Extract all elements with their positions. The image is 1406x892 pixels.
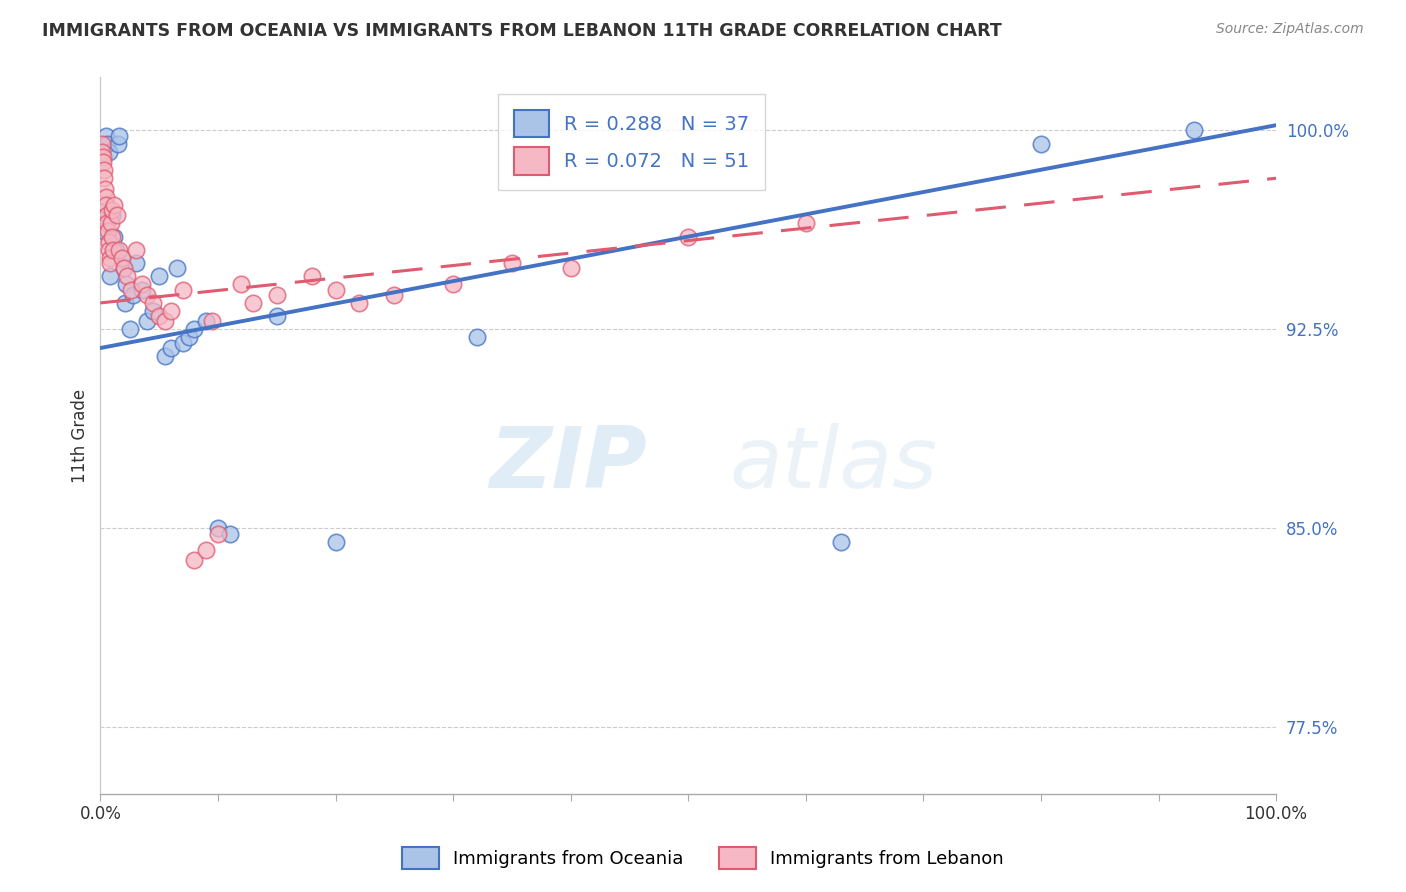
Point <box>830 534 852 549</box>
Point <box>97 235 120 249</box>
Point <box>118 322 141 336</box>
Point <box>172 283 194 297</box>
Point <box>94 190 117 204</box>
Point <box>242 296 264 310</box>
Point <box>93 163 115 178</box>
Legend: Immigrants from Oceania, Immigrants from Lebanon: Immigrants from Oceania, Immigrants from… <box>395 839 1011 876</box>
Point <box>107 136 129 151</box>
Point <box>91 145 114 159</box>
Point <box>153 314 176 328</box>
Point <box>131 277 153 292</box>
Point <box>103 229 125 244</box>
Point <box>325 283 347 297</box>
Text: IMMIGRANTS FROM OCEANIA VS IMMIGRANTS FROM LEBANON 11TH GRADE CORRELATION CHART: IMMIGRANTS FROM OCEANIA VS IMMIGRANTS FR… <box>42 22 1002 40</box>
Point <box>560 261 582 276</box>
Point <box>153 349 176 363</box>
Point <box>1182 123 1205 137</box>
Point <box>124 243 146 257</box>
Point <box>96 136 118 151</box>
Point <box>347 296 370 310</box>
Point <box>103 243 125 257</box>
Point <box>96 208 118 222</box>
Point <box>96 198 118 212</box>
Point <box>108 243 131 257</box>
Point <box>676 229 699 244</box>
Point <box>90 136 112 151</box>
Point <box>148 269 170 284</box>
Point <box>120 283 142 297</box>
Point <box>98 269 121 284</box>
Point <box>136 288 159 302</box>
Point <box>183 553 205 567</box>
Point <box>100 216 122 230</box>
Point <box>122 288 145 302</box>
Point <box>112 261 135 276</box>
Point <box>110 251 132 265</box>
Text: ZIP: ZIP <box>489 423 647 506</box>
Point <box>96 128 118 143</box>
Point <box>325 534 347 549</box>
Point <box>93 224 115 238</box>
Point <box>131 283 153 297</box>
Point <box>195 314 218 328</box>
Point <box>142 296 165 310</box>
Point <box>91 155 114 169</box>
Point <box>207 526 229 541</box>
Point <box>501 256 523 270</box>
Point <box>110 251 132 265</box>
Point <box>94 203 117 218</box>
Point <box>115 277 138 292</box>
Point <box>160 304 183 318</box>
Point <box>231 277 253 292</box>
Point <box>166 261 188 276</box>
Point <box>105 208 128 222</box>
Point <box>98 243 121 257</box>
Point <box>124 256 146 270</box>
Point <box>101 208 124 222</box>
Point <box>1029 136 1052 151</box>
Point <box>201 314 224 328</box>
Point <box>172 335 194 350</box>
Point <box>98 251 121 265</box>
Point <box>114 296 136 310</box>
Point <box>382 288 405 302</box>
Point <box>97 145 120 159</box>
Point <box>465 330 488 344</box>
Text: atlas: atlas <box>730 423 938 506</box>
Point <box>101 229 124 244</box>
Point <box>94 182 117 196</box>
Point <box>301 269 323 284</box>
Point <box>794 216 817 230</box>
Point <box>93 171 115 186</box>
Point <box>441 277 464 292</box>
Point <box>136 314 159 328</box>
Point <box>207 521 229 535</box>
Point <box>98 256 121 270</box>
Y-axis label: 11th Grade: 11th Grade <box>72 389 89 483</box>
Point <box>100 203 122 218</box>
Point <box>266 309 288 323</box>
Point <box>177 330 200 344</box>
Point <box>266 288 288 302</box>
Point <box>117 269 139 284</box>
Point <box>91 150 114 164</box>
Point <box>112 261 135 276</box>
Legend: R = 0.288   N = 37, R = 0.072   N = 51: R = 0.288 N = 37, R = 0.072 N = 51 <box>498 95 765 190</box>
Point <box>97 224 120 238</box>
Point <box>96 216 118 230</box>
Point <box>148 309 170 323</box>
Point <box>218 526 240 541</box>
Point <box>142 304 165 318</box>
Point <box>104 243 127 257</box>
Point <box>103 198 125 212</box>
Point <box>108 128 131 143</box>
Point <box>195 542 218 557</box>
Point <box>160 341 183 355</box>
Point <box>183 322 205 336</box>
Text: Source: ZipAtlas.com: Source: ZipAtlas.com <box>1216 22 1364 37</box>
